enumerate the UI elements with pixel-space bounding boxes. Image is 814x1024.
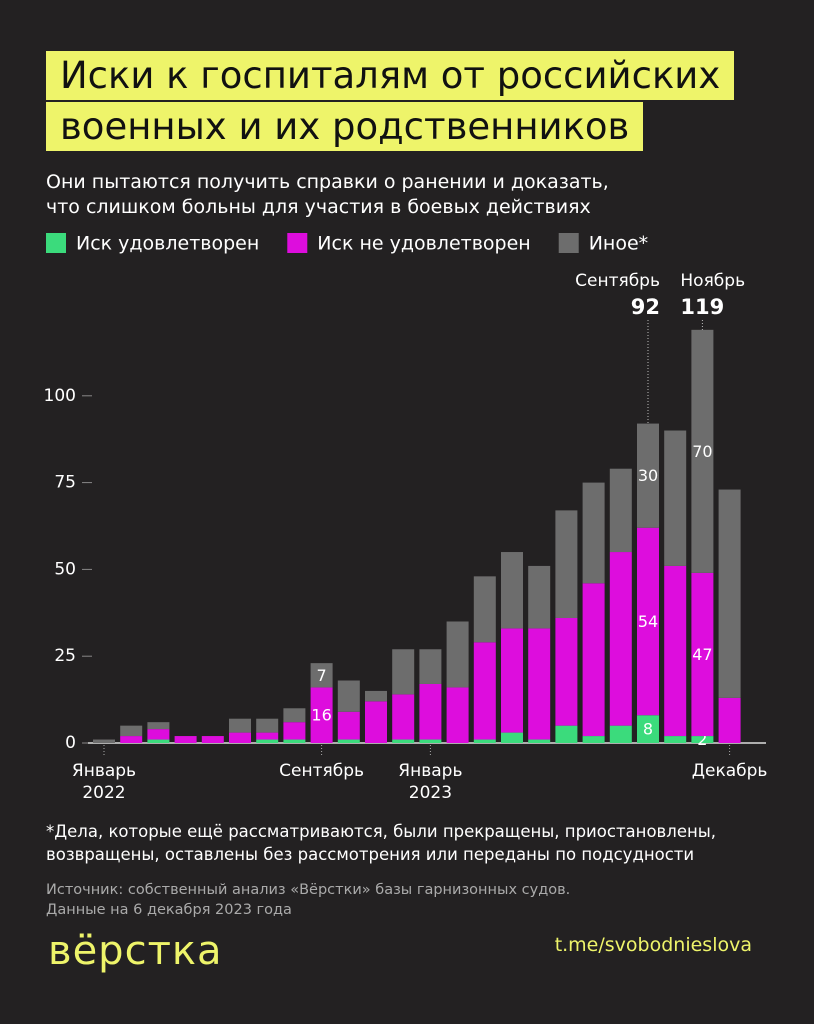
bar-segment bbox=[365, 701, 387, 743]
bar-segment bbox=[337, 711, 360, 740]
y-tick-label: 50 bbox=[54, 559, 76, 579]
bar-segment bbox=[310, 687, 333, 743]
bar-segment bbox=[93, 739, 115, 743]
bar-segment bbox=[691, 329, 714, 573]
x-tick-label: Сентябрь bbox=[279, 761, 365, 781]
bar-segment bbox=[283, 722, 306, 740]
bar-segment bbox=[718, 489, 741, 698]
subtitle: Они пытаются получить справки о ранении … bbox=[46, 171, 609, 218]
y-tick-label: 25 bbox=[54, 646, 76, 666]
bar-segment bbox=[120, 725, 143, 737]
annotation-value: 92 bbox=[631, 295, 660, 319]
logo: вёрстка bbox=[48, 928, 223, 974]
bar-segment bbox=[256, 732, 279, 740]
link[interactable]: t.me/svobodnieslova bbox=[554, 934, 752, 956]
bar-segment bbox=[283, 739, 306, 743]
value-label: 2 bbox=[697, 730, 707, 749]
bar-segment bbox=[473, 739, 496, 743]
y-tick-label: 75 bbox=[54, 473, 76, 493]
bar-segment bbox=[147, 722, 170, 730]
bar-segment bbox=[147, 729, 170, 740]
bar-segment bbox=[446, 687, 469, 743]
legend-label: Иск не удовлетворен bbox=[317, 233, 530, 255]
legend-swatch bbox=[558, 233, 579, 253]
footnote: *Дела, которые ещё рассматриваются, были… bbox=[46, 822, 717, 864]
bar-segment bbox=[501, 732, 523, 743]
bar-segment bbox=[555, 618, 578, 726]
bar-segment bbox=[283, 708, 306, 723]
bar-segment bbox=[637, 423, 659, 528]
bar-segment bbox=[174, 736, 197, 743]
bar-segment bbox=[664, 565, 687, 737]
legend-swatch bbox=[46, 233, 66, 253]
bar-segment bbox=[337, 680, 360, 712]
value-label: 54 bbox=[638, 612, 658, 631]
bar-segment bbox=[664, 736, 687, 743]
bar-segment bbox=[609, 725, 632, 743]
bar-segment bbox=[392, 694, 415, 740]
bar-segment bbox=[637, 715, 659, 743]
bar-segment bbox=[501, 552, 523, 629]
bar-segment bbox=[555, 510, 578, 619]
bar-segment bbox=[147, 739, 170, 743]
legend-label: Иск удовлетворен bbox=[76, 233, 259, 255]
bar-segment bbox=[582, 583, 605, 737]
bar-segment bbox=[528, 739, 551, 743]
bar-segment bbox=[229, 718, 251, 733]
bar-segment bbox=[691, 572, 714, 737]
bar-segment bbox=[473, 642, 496, 740]
bar-segment bbox=[256, 718, 279, 733]
bar-segment bbox=[473, 576, 496, 643]
bar-segment bbox=[120, 736, 143, 743]
bar-segment bbox=[582, 482, 605, 584]
value-label: 16 bbox=[311, 706, 331, 725]
bar-segment bbox=[446, 621, 469, 688]
bar-segment bbox=[664, 430, 687, 566]
bar-segment bbox=[582, 736, 605, 743]
bar-segment bbox=[691, 736, 714, 743]
source: Источник: собственный анализ «Вёрстки» б… bbox=[46, 882, 571, 918]
bar-segment bbox=[718, 697, 741, 743]
value-label: 70 bbox=[692, 442, 712, 461]
y-tick-label: 100 bbox=[44, 386, 76, 406]
bar-segment bbox=[555, 725, 578, 743]
bar-segment bbox=[609, 552, 632, 726]
x-tick-label: Январь 2022 bbox=[71, 761, 137, 803]
bar-segment bbox=[419, 739, 442, 743]
bar-segment bbox=[528, 628, 551, 740]
annotation-label: Сентябрь bbox=[575, 271, 660, 291]
annotation-label: Ноябрь bbox=[680, 271, 745, 291]
bar-segment bbox=[419, 683, 442, 740]
bar-segment bbox=[229, 732, 251, 743]
value-label: 7 bbox=[317, 666, 327, 685]
bar-segment bbox=[637, 527, 659, 716]
bar-segment bbox=[256, 739, 279, 743]
bar-segment bbox=[310, 663, 333, 688]
bar-segment bbox=[392, 649, 415, 695]
y-tick-label: 0 bbox=[65, 733, 76, 753]
bar-segment bbox=[609, 468, 632, 553]
bar-segment bbox=[392, 739, 415, 743]
title-box: Иски к госпиталям от российских военных … bbox=[46, 50, 735, 152]
bar-segment bbox=[365, 690, 387, 702]
value-label: 8 bbox=[643, 720, 653, 739]
value-label: 30 bbox=[638, 466, 658, 485]
bar-segment bbox=[528, 565, 551, 629]
bar-segment bbox=[501, 628, 523, 733]
chart-title: Иски к госпиталям от российских военных … bbox=[46, 51, 735, 151]
legend-label: Иное* bbox=[589, 233, 648, 255]
bar-segment bbox=[201, 736, 224, 743]
legend-swatch bbox=[287, 233, 308, 253]
x-tick-label: Январь 2023 bbox=[398, 761, 463, 803]
annotation-value: 119 bbox=[680, 295, 724, 319]
value-label: 47 bbox=[692, 645, 712, 664]
bar-segment bbox=[337, 739, 360, 743]
bar-segment bbox=[419, 649, 442, 684]
x-tick-label: Декабрь bbox=[691, 761, 768, 781]
